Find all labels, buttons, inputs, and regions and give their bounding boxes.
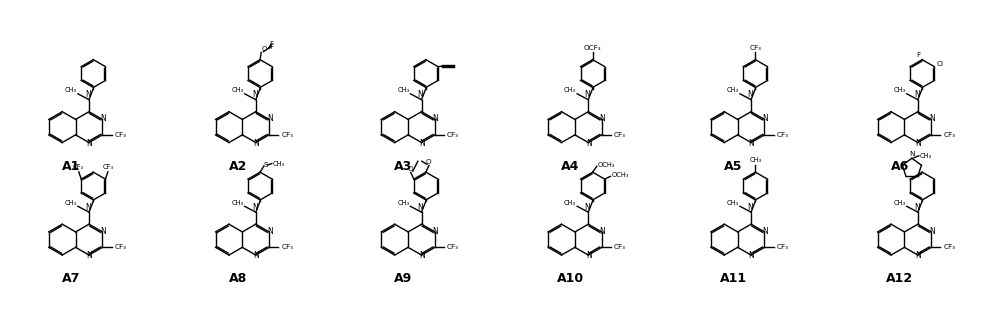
Text: N: N [418,90,423,99]
Text: N: N [87,251,92,260]
Text: N: N [914,203,920,212]
Text: CH₃: CH₃ [564,200,576,206]
Text: N: N [100,227,106,236]
Text: CH₃: CH₃ [65,87,77,93]
Text: N: N [433,115,438,124]
Text: A11: A11 [719,272,747,285]
Text: A1: A1 [62,159,80,173]
Text: CH₃: CH₃ [564,87,576,93]
Text: F: F [269,41,273,47]
Text: N: N [915,139,921,148]
Text: O: O [426,159,432,165]
Text: N: N [252,90,258,99]
Text: N: N [749,139,754,148]
Text: N: N [252,203,258,212]
Text: A8: A8 [229,272,247,285]
Text: N: N [584,203,590,212]
Text: A2: A2 [229,159,247,173]
Text: CH₃: CH₃ [894,87,906,93]
Text: N: N [267,227,273,236]
Text: CH₃: CH₃ [231,87,244,93]
Text: N: N [586,251,592,260]
Text: CF₃: CF₃ [115,244,127,250]
Text: CH₃: CH₃ [920,153,932,159]
Text: N: N [929,115,935,124]
Text: N: N [586,139,592,148]
Text: CF₃: CF₃ [943,132,955,138]
Text: N: N [100,115,106,124]
Text: CH₃: CH₃ [397,87,409,93]
Text: N: N [599,227,605,236]
Text: N: N [914,90,920,99]
Text: CH₃: CH₃ [231,200,244,206]
Text: CF₃: CF₃ [614,244,626,250]
Text: OCH₃: OCH₃ [611,172,629,178]
Text: O: O [408,166,414,172]
Text: N: N [762,227,768,236]
Text: CH₃: CH₃ [749,157,761,163]
Text: N: N [747,90,753,99]
Text: CH₃: CH₃ [397,200,409,206]
Text: A6: A6 [891,159,909,173]
Text: O: O [262,46,267,52]
Text: N: N [584,90,590,99]
Text: Cl: Cl [937,61,944,67]
Text: CF₃: CF₃ [777,244,789,250]
Text: CH₃: CH₃ [65,200,77,206]
Text: A12: A12 [886,272,913,285]
Text: CH₃: CH₃ [894,200,906,206]
Text: S: S [264,162,268,168]
Text: N: N [253,251,259,260]
Text: N: N [762,115,768,124]
Text: CF₃: CF₃ [281,244,293,250]
Text: N: N [929,227,935,236]
Text: CF₃: CF₃ [115,132,127,138]
Text: A5: A5 [724,159,742,173]
Text: OCF₃: OCF₃ [584,45,601,51]
Text: N: N [749,251,754,260]
Text: CF₃: CF₃ [73,164,84,170]
Text: N: N [419,251,425,260]
Text: N: N [419,139,425,148]
Text: N: N [267,115,273,124]
Text: N: N [433,227,438,236]
Text: CH₃: CH₃ [273,161,285,167]
Text: F: F [269,44,273,50]
Text: CF₃: CF₃ [777,132,789,138]
Text: N: N [87,139,92,148]
Text: N: N [253,139,259,148]
Text: CF₃: CF₃ [447,132,459,138]
Text: CF₃: CF₃ [614,132,626,138]
Text: A9: A9 [394,272,413,285]
Text: N: N [747,203,753,212]
Text: CF₃: CF₃ [943,244,955,250]
Text: CF₃: CF₃ [281,132,293,138]
Text: A10: A10 [557,272,584,285]
Text: CF₃: CF₃ [749,45,761,51]
Text: CF₃: CF₃ [447,244,459,250]
Text: A4: A4 [561,159,579,173]
Text: CF₃: CF₃ [103,164,114,170]
Text: N: N [85,90,91,99]
Text: F: F [916,52,920,58]
Text: A3: A3 [394,159,413,173]
Text: N: N [909,152,915,158]
Text: N: N [915,251,921,260]
Text: OCH₃: OCH₃ [598,162,615,168]
Text: N: N [85,203,91,212]
Text: N: N [418,203,423,212]
Text: CH₃: CH₃ [727,87,739,93]
Text: CH₃: CH₃ [727,200,739,206]
Text: N: N [599,115,605,124]
Text: A7: A7 [62,272,80,285]
